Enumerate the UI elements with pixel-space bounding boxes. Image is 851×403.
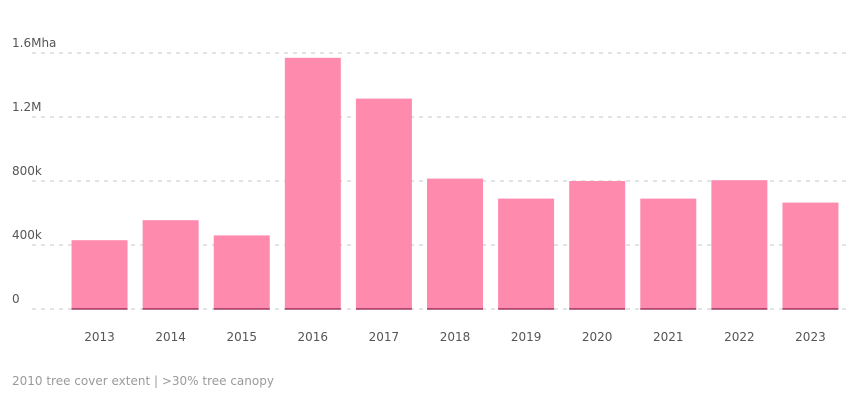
bar-2021[interactable]: [640, 198, 697, 309]
x-tick-label-2021: 2021: [653, 330, 684, 344]
x-tick-label-2019: 2019: [511, 330, 542, 344]
x-tick-label-2022: 2022: [724, 330, 755, 344]
bar-2023[interactable]: [782, 202, 839, 309]
x-tick-label-2013: 2013: [84, 330, 115, 344]
bar-2017[interactable]: [355, 98, 412, 309]
x-tick-label-2015: 2015: [226, 330, 257, 344]
y-tick-label-0: 0: [12, 292, 20, 306]
x-tick-label-2018: 2018: [440, 330, 471, 344]
x-axis-ticks: 2013 2014 2015 2016 2017 2018 2019 2020 2021 2022…: [84, 330, 825, 344]
bar-2013[interactable]: [71, 240, 128, 309]
y-tick-label-3: 1.2M: [12, 100, 41, 114]
x-tick-label-2016: 2016: [298, 330, 329, 344]
y-tick-label-1: 400k: [12, 228, 42, 242]
bars: [71, 57, 839, 310]
bar-2014[interactable]: [142, 220, 199, 309]
y-tick-label-4: 1.6Mha: [12, 36, 56, 50]
x-tick-label-2017: 2017: [369, 330, 400, 344]
x-tick-label-2020: 2020: [582, 330, 613, 344]
bar-2015[interactable]: [213, 235, 270, 309]
y-axis-ticks: 0 400k 800k 1.2M 1.6Mha: [12, 36, 56, 306]
x-tick-label-2014: 2014: [155, 330, 186, 344]
bar-2018[interactable]: [427, 178, 483, 309]
chart-footnote: 2010 tree cover extent | >30% tree canop…: [12, 374, 274, 388]
bar-2020[interactable]: [569, 181, 626, 309]
y-tick-label-2: 800k: [12, 164, 42, 178]
x-tick-label-2023: 2023: [795, 330, 826, 344]
bar-2016[interactable]: [284, 57, 341, 309]
bar-2022[interactable]: [711, 180, 768, 309]
bar-2019[interactable]: [498, 198, 555, 309]
